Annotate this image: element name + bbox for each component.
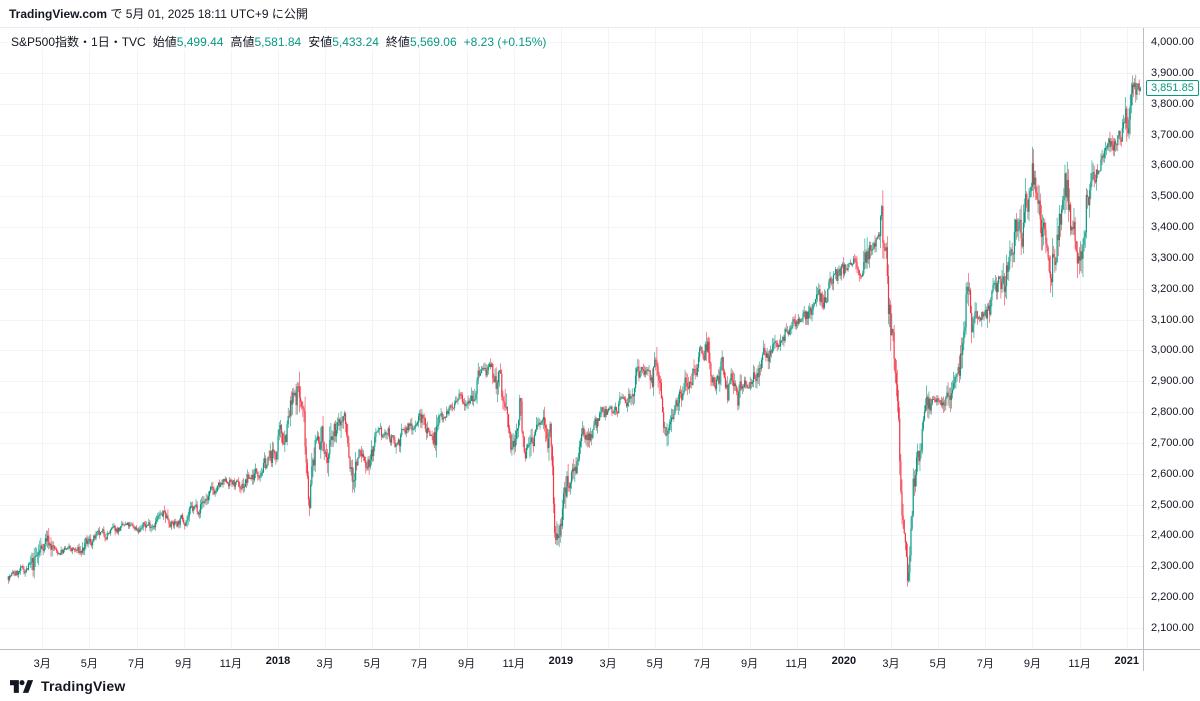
time-tick-month-label: 3月 bbox=[599, 658, 617, 670]
time-tick-month-label: 5月 bbox=[646, 658, 664, 670]
price-tick-label: 2,700.00 bbox=[1151, 436, 1194, 449]
time-tick-year-label: 2021 bbox=[1114, 655, 1140, 667]
last-price-label: 3,851.85 bbox=[1146, 79, 1199, 96]
legend-high: 高値5,581.84 bbox=[230, 35, 302, 49]
price-tick-label: 4,000.00 bbox=[1151, 36, 1194, 48]
price-tick-label: 2,600.00 bbox=[1151, 467, 1194, 480]
price-tick-label: 2,300.00 bbox=[1151, 560, 1194, 573]
price-tick-label: 2,200.00 bbox=[1151, 591, 1194, 604]
time-tick-month-label: 9月 bbox=[740, 658, 759, 670]
time-tick-year-label: 2019 bbox=[548, 655, 574, 667]
price-tick-label: 2,800.00 bbox=[1151, 406, 1194, 419]
price-tick-label: 3,000.00 bbox=[1151, 344, 1194, 357]
time-tick-month-label: 7月 bbox=[693, 658, 711, 670]
symbol-title: S&P500指数・1日・TVC bbox=[11, 35, 146, 49]
chart-legend: S&P500指数・1日・TVC 始値5,499.44 高値5,581.84 安値… bbox=[8, 32, 550, 51]
price-tick-label: 2,400.00 bbox=[1151, 529, 1194, 542]
price-tick-label: 2,900.00 bbox=[1151, 375, 1194, 388]
price-axis[interactable]: 3,851.85 4,000.00 3,900.00 3,800.00 3,700.0… bbox=[1143, 28, 1200, 671]
candlestick-chart-canvas[interactable] bbox=[0, 28, 1143, 649]
time-tick-month-label: 9月 bbox=[1023, 658, 1042, 670]
price-tick-label: 3,200.00 bbox=[1151, 282, 1194, 295]
price-tick-label: 3,800.00 bbox=[1151, 97, 1194, 110]
tradingview-site-link[interactable]: TradingView.com bbox=[9, 6, 108, 21]
attribution-footer: TradingView bbox=[0, 671, 1200, 701]
legend-close: 終値5,569.06 bbox=[385, 35, 457, 49]
chart-region: S&P500指数・1日・TVC 始値5,499.44 高値5,581.84 安値… bbox=[0, 28, 1200, 671]
legend-change: +8.23 (+0.15%) bbox=[463, 34, 547, 49]
time-tick-month-label: 3月 bbox=[316, 658, 334, 670]
time-tick-month-label: 5月 bbox=[929, 658, 947, 670]
time-tick-month-label: 3月 bbox=[882, 658, 900, 670]
price-tick-label: 3,600.00 bbox=[1151, 159, 1194, 172]
time-tick-month-label: 11月 bbox=[219, 658, 243, 670]
legend-open: 始値5,499.44 bbox=[152, 35, 224, 49]
time-tick-month-label: 3月 bbox=[33, 658, 51, 670]
price-tick-label: 3,100.00 bbox=[1151, 313, 1194, 326]
publish-timestamp: で 5月 01, 2025 18:11 UTC+9 に公開 bbox=[107, 7, 308, 21]
time-tick-month-label: 7月 bbox=[976, 658, 994, 670]
publish-header: TradingView.com で 5月 01, 2025 18:11 UTC+… bbox=[0, 0, 1200, 28]
time-tick-month-label: 5月 bbox=[363, 658, 381, 670]
tradingview-logo-icon[interactable] bbox=[10, 679, 34, 693]
time-tick-month-label: 7月 bbox=[410, 658, 428, 670]
price-tick-label: 2,500.00 bbox=[1151, 498, 1194, 511]
price-tick-label: 3,300.00 bbox=[1151, 251, 1194, 264]
time-tick-month-label: 9月 bbox=[458, 658, 476, 670]
time-tick-month-label: 7月 bbox=[127, 658, 146, 670]
time-tick-month-label: 11月 bbox=[1068, 658, 1091, 670]
time-axis[interactable]: 3月 5月 7月 9月 11月 2018 3月 5月 7月 9月 11月 2019 3月 5月 7月 9月 11… bbox=[0, 649, 1200, 671]
price-tick-label: 3,500.00 bbox=[1151, 190, 1194, 203]
time-tick-month-label: 11月 bbox=[502, 658, 525, 670]
price-tick-label: 3,400.00 bbox=[1151, 221, 1194, 234]
time-tick-month-label: 9月 bbox=[175, 658, 193, 670]
time-tick-month-label: 5月 bbox=[80, 658, 98, 670]
price-tick-label: 3,700.00 bbox=[1151, 128, 1194, 141]
price-tick-label: 2,100.00 bbox=[1151, 622, 1194, 634]
time-tick-month-label: 11月 bbox=[785, 658, 808, 670]
tradingview-wordmark[interactable]: TradingView bbox=[41, 678, 126, 694]
time-tick-year-label: 2018 bbox=[265, 655, 291, 667]
legend-low: 安値5,433.24 bbox=[308, 35, 379, 49]
time-tick-year-label: 2020 bbox=[831, 655, 857, 667]
price-tick-label: 3,900.00 bbox=[1151, 66, 1194, 79]
